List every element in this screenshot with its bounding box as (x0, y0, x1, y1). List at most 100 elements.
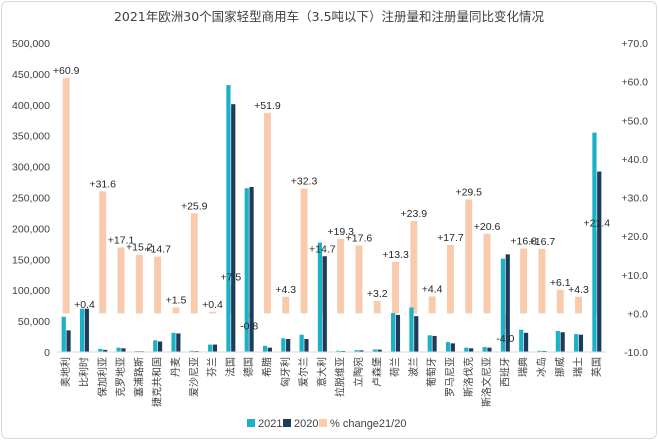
category-axis: 奥地利 比利时 保加利亚 克罗地亚 塞浦路斯 捷克共和国 丹麦 爱沙尼亚 芬兰 法国 德国 希腊 匈牙利… (57, 351, 606, 407)
pct-data-label: +1.5 (166, 295, 187, 307)
bar-2021 (98, 348, 103, 352)
category-label: 塞浦路斯 (132, 357, 145, 397)
pct-data-label: +29.5 (455, 186, 482, 198)
left-tick-label: 200,000 (12, 223, 50, 235)
bar-2020 (414, 316, 419, 352)
legend-label: % change21/20 (330, 418, 406, 430)
pct-change-bar (99, 191, 107, 314)
pct-change-bar (172, 307, 180, 314)
bar-2021 (189, 350, 194, 352)
pct-change-bar (227, 284, 235, 314)
bar-2020 (286, 339, 291, 352)
legend-label: 2020 (294, 418, 318, 430)
category-label: 瑞士 (572, 357, 585, 377)
pct-data-label: +16.7 (529, 236, 556, 248)
left-tick-label: 250,000 (12, 193, 50, 205)
category-label: 爱沙尼亚 (187, 357, 200, 397)
category-label: 比利时 (78, 357, 90, 387)
category-label: 爱尔兰 (297, 357, 310, 387)
bar-2021 (317, 242, 323, 352)
bar-2020 (176, 333, 181, 352)
pct-change-bar (318, 256, 326, 314)
category-label: 冰岛 (535, 357, 548, 377)
right-tick-label: +50.0 (621, 115, 648, 127)
pct-change-bar (501, 313, 509, 329)
bar-2021 (262, 345, 268, 352)
bar-2021 (208, 344, 213, 352)
category-label: 意大利 (315, 357, 328, 387)
pct-change-bar (410, 221, 418, 314)
bar-2021 (171, 332, 176, 352)
chart-title: 2021年欧洲30个国家轻型商用车（3.5吨以下）注册量和注册量同比变化情况 (114, 9, 545, 24)
pct-data-label: +14.7 (309, 244, 336, 256)
pct-data-label: +6.1 (550, 277, 571, 289)
bar-2021 (116, 347, 121, 352)
pct-change-bar (575, 296, 583, 314)
bar-2020 (103, 349, 108, 352)
pct-data-label: +31.6 (89, 178, 116, 190)
bar-2020 (542, 350, 547, 352)
category-label: 西班牙 (499, 357, 511, 387)
bar-2021 (500, 258, 506, 352)
pct-data-label: -4.0 (496, 333, 514, 345)
bar-2021 (409, 307, 414, 352)
pct-change-bar (392, 262, 400, 314)
pct-change-bar (245, 313, 253, 317)
pct-change-bar (80, 311, 88, 314)
pct-data-label: +13.3 (382, 249, 409, 261)
legend: 2021 2020 % change21/20 (247, 418, 406, 430)
bar-2020 (578, 334, 584, 352)
pct-data-label: +16.8 (510, 235, 537, 247)
bar-2020 (121, 348, 126, 352)
category-label: 挪威 (553, 357, 566, 377)
pct-change-bar (337, 238, 345, 314)
category-label: 斯洛文尼亚 (480, 357, 493, 407)
category-label: 拉脱维亚 (334, 357, 347, 397)
bar-2021 (281, 338, 286, 352)
bar-2020 (66, 330, 71, 352)
bar-2021 (372, 349, 377, 352)
bar-2020 (84, 308, 89, 352)
bar-2021 (519, 329, 524, 352)
pct-data-label: +4.3 (568, 284, 589, 296)
pct-data-label: -0.8 (240, 320, 258, 332)
pct-change-bar (117, 247, 125, 314)
left-tick-label: 0 (44, 347, 50, 359)
pct-change-bar (556, 289, 564, 314)
bar-2021 (226, 85, 231, 353)
bar-2020 (304, 339, 309, 352)
left-tick-label: 350,000 (12, 131, 50, 143)
pct-change-bar (483, 233, 491, 314)
right-tick-label: +20.0 (621, 231, 648, 243)
pct-data-label: +0.4 (202, 299, 223, 311)
category-label: 德国 (242, 357, 255, 377)
pct-change-bar (355, 245, 363, 314)
pct-data-label: +20.6 (474, 221, 501, 233)
bar-2020 (505, 254, 510, 352)
right-axis: -10.0 +0.0 +10.0 +20.0 +30.0 +40.0 +50.0 +60.0 +… (621, 38, 648, 359)
pct-data-label: +4.3 (275, 284, 296, 296)
data-labels: +60.9+0.4+31.6+17.1+15.2+14.7+1.5+25.9+0… (53, 65, 610, 345)
bar-2020 (322, 256, 327, 352)
left-tick-label: 400,000 (12, 100, 50, 112)
category-label: 英国 (590, 357, 603, 377)
pct-data-label: +23.9 (401, 208, 428, 220)
bar-2020 (231, 104, 236, 353)
category-label: 立陶宛 (352, 357, 365, 387)
category-label: 丹麦 (170, 357, 182, 377)
bar-2020 (395, 314, 401, 352)
pct-data-label: +17.6 (346, 232, 373, 244)
category-label: 瑞典 (517, 357, 530, 377)
pct-change-bar (538, 248, 546, 314)
bar-2021 (574, 334, 579, 352)
bar-2021 (336, 350, 341, 352)
bar-2020 (267, 347, 272, 352)
bar-2021 (537, 350, 542, 352)
right-tick-label: +10.0 (621, 270, 648, 282)
pct-data-label: +17.7 (437, 232, 464, 244)
bar-2021 (555, 330, 560, 352)
bar-2020 (249, 186, 254, 352)
pct-data-label: +19.3 (327, 226, 354, 238)
pct-change-bar (446, 245, 454, 314)
bar-2021 (153, 340, 158, 352)
